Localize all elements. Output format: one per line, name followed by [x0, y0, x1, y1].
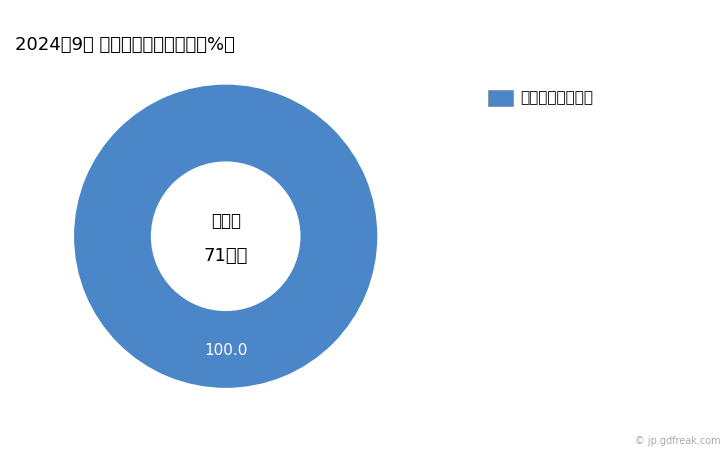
- Text: © jp.gdfreak.com: © jp.gdfreak.com: [635, 436, 721, 446]
- Text: 総　額: 総 額: [210, 212, 241, 230]
- Wedge shape: [73, 83, 379, 389]
- Text: 100.0: 100.0: [204, 343, 248, 358]
- Text: コートジボワール: コートジボワール: [521, 90, 593, 106]
- Text: 2024年9月 輸出相手国のシェア（%）: 2024年9月 輸出相手国のシェア（%）: [15, 36, 234, 54]
- Text: 71万円: 71万円: [204, 247, 248, 265]
